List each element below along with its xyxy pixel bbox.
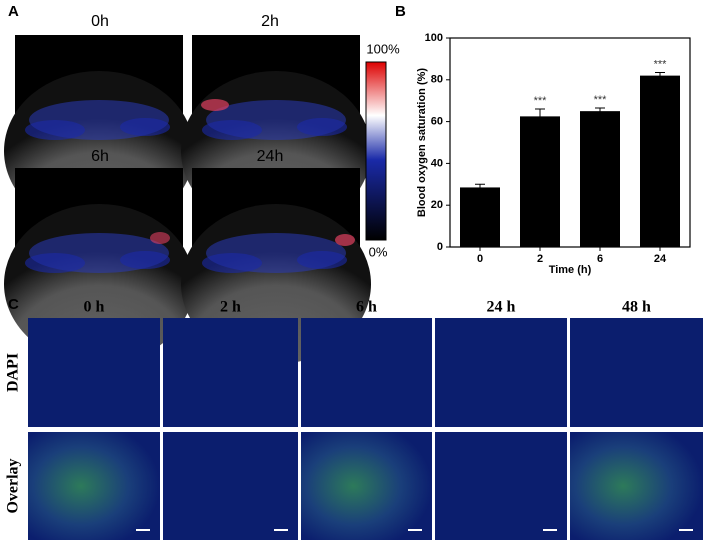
bar <box>640 75 680 248</box>
column-label: 48 h <box>622 299 651 316</box>
significance: *** <box>654 58 668 70</box>
y-tick-label: 80 <box>431 74 443 86</box>
panel-label: C <box>8 296 19 313</box>
x-tick-label: 6 <box>597 253 603 265</box>
error-bar <box>535 108 545 124</box>
signal-spot <box>150 232 170 244</box>
colorbar-min: 0% <box>369 244 388 259</box>
y-tick-label: 40 <box>431 157 443 169</box>
time-label: 6h <box>91 148 109 165</box>
column-label: 6 h <box>356 299 377 316</box>
signal-spot <box>201 99 229 111</box>
plot-frame <box>449 37 691 248</box>
micrograph <box>570 318 703 427</box>
colorbar-max: 100% <box>366 41 400 56</box>
signal-spot <box>335 234 355 246</box>
y-tick-label: 60 <box>431 116 443 128</box>
column-label: 24 h <box>487 299 516 316</box>
y-axis-label: Blood oxygen saturation (%) <box>416 68 428 217</box>
micrograph <box>28 318 160 427</box>
micrograph <box>163 432 298 540</box>
row-label: DAPI <box>5 353 22 392</box>
bar <box>460 187 500 247</box>
x-tick-label: 2 <box>537 253 543 265</box>
micrograph <box>435 318 567 427</box>
panel-label: B <box>395 3 406 20</box>
time-label: 24h <box>257 148 284 165</box>
time-label: 0h <box>91 13 109 30</box>
bar <box>520 116 560 247</box>
row-label: Overlay <box>5 458 22 513</box>
micrograph <box>163 318 298 427</box>
micrograph <box>570 432 703 540</box>
colorbar <box>365 61 387 241</box>
error-bar <box>475 183 485 191</box>
error-bar <box>595 107 605 115</box>
micrograph <box>28 432 160 540</box>
column-label: 2 h <box>220 299 241 316</box>
column-label: 0 h <box>84 299 105 316</box>
significance: *** <box>534 95 548 107</box>
y-tick-label: 20 <box>431 199 443 211</box>
panel-label: A <box>8 3 19 20</box>
micrograph-grid: 0 h 2 h 6 h 24 h 48 h DAPI Overlay <box>5 299 703 540</box>
bar <box>580 111 620 248</box>
x-tick-label: 0 <box>477 253 483 265</box>
y-tick-label: 100 <box>425 32 443 44</box>
micrograph <box>301 318 432 427</box>
micrograph <box>435 432 567 540</box>
time-label: 2h <box>261 13 279 30</box>
error-bar <box>655 71 665 79</box>
x-tick-label: 24 <box>654 253 667 265</box>
significance: *** <box>594 94 608 106</box>
y-tick-label: 0 <box>437 241 443 253</box>
micrograph <box>301 432 432 540</box>
x-axis-label: Time (h) <box>549 264 592 276</box>
